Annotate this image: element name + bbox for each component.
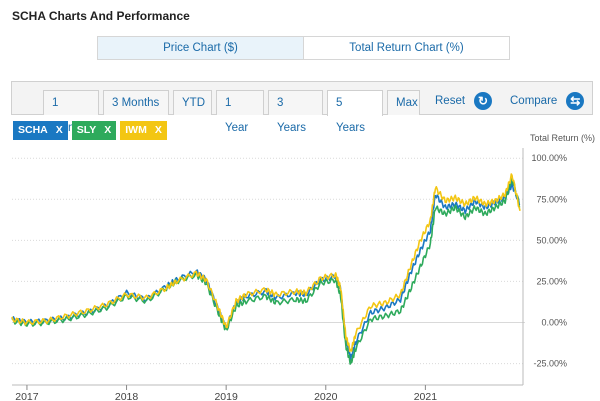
series-chips: SCHA X SLY X IWM X	[13, 121, 167, 140]
range-tab-1-month[interactable]: 1 Month	[43, 90, 99, 134]
chip-label: SCHA	[18, 124, 48, 136]
page-title: SCHA Charts And Performance	[12, 9, 190, 23]
range-tab-1-year[interactable]: 1 Year	[216, 90, 264, 134]
range-tab-3-months[interactable]: 3 Months	[103, 90, 169, 115]
reset-icon: ↻	[474, 92, 493, 110]
y-tick-label: 50.00%	[536, 235, 567, 245]
y-tick-label: 25.00%	[536, 276, 567, 286]
y-axis-title: Total Return (%)	[530, 133, 595, 143]
y-tick-label: 100.00%	[531, 153, 567, 163]
y-tick-label: 75.00%	[536, 194, 567, 204]
series-chip-scha: SCHA X	[13, 121, 68, 140]
range-selector-bar: 1 Month 3 Months YTD 1 Year 3 Years 5 Ye…	[11, 81, 593, 134]
series-chip-sly: SLY X	[71, 121, 117, 140]
y-tick-label: -25.00%	[533, 359, 567, 369]
range-tab-max[interactable]: Max	[387, 90, 420, 115]
compare-button[interactable]: Compare ⇆	[510, 92, 585, 110]
range-tab-3-years[interactable]: 3 Years	[268, 90, 323, 134]
series-line-scha	[11, 181, 521, 361]
series-line-sly	[11, 175, 521, 365]
chart-type-toggle: Price Chart ($) Total Return Chart (%)	[97, 36, 510, 60]
x-tick-label: 2018	[115, 391, 139, 401]
range-tab-ytd[interactable]: YTD	[173, 90, 212, 115]
remove-sly-button[interactable]: X	[104, 124, 112, 136]
range-tab-5-years[interactable]: 5 Years	[327, 90, 383, 134]
remove-scha-button[interactable]: X	[55, 124, 63, 136]
x-tick-label: 2019	[214, 391, 238, 401]
tab-price-chart[interactable]: Price Chart ($)	[98, 37, 304, 59]
reset-label: Reset	[435, 95, 466, 107]
chip-label: IWM	[125, 124, 147, 136]
x-tick-label: 2021	[414, 391, 438, 401]
remove-iwm-button[interactable]: X	[154, 124, 162, 136]
compare-label: Compare	[510, 95, 558, 107]
performance-chart: Total Return (%) 100.00% 75.00% 50.00% 25.00…	[11, 133, 595, 401]
chip-label: SLY	[76, 124, 97, 136]
compare-icon: ⇆	[566, 92, 585, 110]
reset-button[interactable]: Reset ↻	[435, 92, 493, 110]
tab-total-return-chart[interactable]: Total Return Chart (%)	[349, 42, 464, 54]
x-tick-label: 2020	[314, 391, 338, 401]
y-tick-label: 0.00%	[541, 318, 567, 328]
series-line-iwm	[11, 173, 521, 353]
x-tick-label: 2017	[15, 391, 39, 401]
series-chip-iwm: IWM X	[120, 121, 167, 140]
